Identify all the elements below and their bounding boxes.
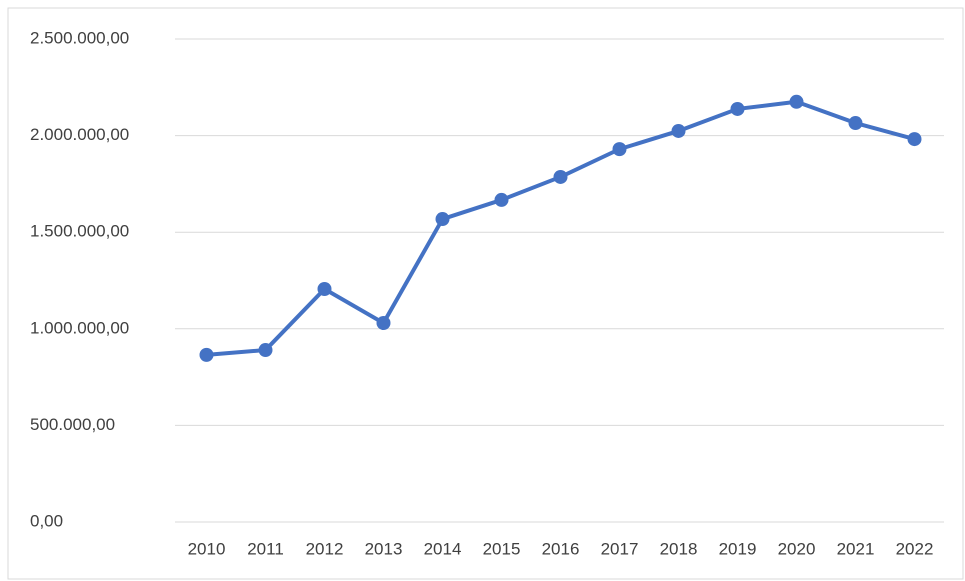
x-tick-label: 2021 (837, 539, 875, 558)
x-tick-label: 2012 (306, 539, 344, 558)
x-tick-label: 2013 (365, 539, 403, 558)
chart-border (8, 8, 963, 579)
point (200, 348, 214, 362)
point (259, 343, 273, 357)
chart: 0,00 500.000,00 1.000.000,00 1.500.000,00 2.… (0, 0, 965, 581)
x-tick-label: 2017 (601, 539, 639, 558)
x-tick-label: 2011 (247, 539, 284, 558)
y-tick-label: 2.500.000,00 (30, 28, 129, 47)
x-tick-label: 2022 (896, 539, 934, 558)
x-tick-label: 2018 (660, 539, 698, 558)
x-tick-label: 2010 (188, 539, 226, 558)
point (554, 170, 568, 184)
x-tick-label: 2020 (778, 539, 816, 558)
point (731, 102, 745, 116)
x-tick-label: 2019 (719, 539, 757, 558)
y-tick-label: 2.000.000,00 (30, 125, 129, 144)
x-tick-label: 2016 (542, 539, 580, 558)
y-tick-label: 500.000,00 (30, 415, 115, 434)
point (318, 282, 332, 296)
point (613, 142, 627, 156)
point (672, 124, 686, 138)
point (790, 95, 804, 109)
y-tick-label: 0,00 (30, 511, 63, 530)
point (436, 212, 450, 226)
point (495, 193, 509, 207)
x-tick-label: 2014 (424, 539, 462, 558)
point (849, 116, 863, 130)
x-tick-label: 2015 (483, 539, 521, 558)
y-tick-label: 1.500.000,00 (30, 222, 129, 241)
point (908, 132, 922, 146)
y-tick-label: 1.000.000,00 (30, 318, 129, 337)
point (377, 316, 391, 330)
